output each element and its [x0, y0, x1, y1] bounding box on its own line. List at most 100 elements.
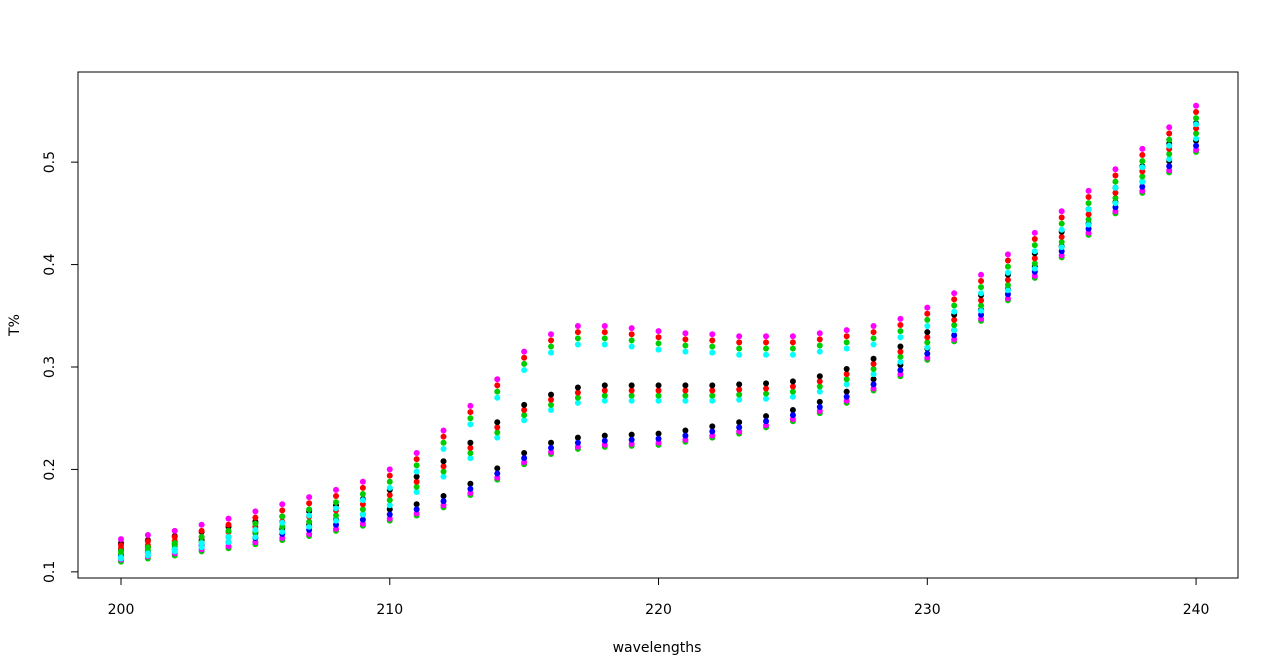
point [709, 382, 716, 389]
point [978, 297, 985, 304]
point [789, 412, 796, 419]
point [870, 376, 877, 383]
point [548, 396, 555, 403]
point [924, 329, 931, 336]
point [548, 349, 555, 356]
point [709, 337, 716, 344]
point [897, 322, 904, 328]
point [655, 430, 662, 437]
point [951, 322, 958, 328]
point [1139, 151, 1146, 158]
point [682, 342, 689, 349]
point [440, 473, 447, 480]
point [494, 434, 501, 441]
point [816, 378, 823, 385]
point [816, 398, 823, 405]
point [359, 491, 366, 498]
point [655, 397, 662, 404]
point [198, 527, 205, 534]
point [843, 333, 850, 340]
point [682, 427, 689, 434]
point [171, 540, 178, 547]
point [1112, 184, 1119, 191]
point [467, 421, 474, 428]
point [736, 419, 743, 426]
point [386, 478, 393, 485]
point [467, 455, 474, 462]
point [386, 466, 393, 473]
point [359, 478, 366, 485]
point [118, 536, 125, 543]
point [1112, 200, 1119, 207]
point [333, 505, 340, 512]
point [1193, 115, 1200, 122]
point [306, 500, 313, 507]
point [763, 413, 770, 420]
point [628, 397, 635, 404]
point [951, 296, 958, 303]
point [763, 351, 770, 358]
point [628, 387, 635, 394]
point [655, 328, 662, 335]
point [574, 439, 581, 446]
x-axis-label: wavelengths [613, 640, 702, 656]
point [440, 433, 447, 440]
point [144, 531, 151, 538]
point [736, 424, 743, 431]
point [548, 391, 555, 398]
point [1085, 187, 1092, 194]
point [440, 445, 447, 452]
point [413, 478, 420, 485]
point [1085, 193, 1092, 200]
point [413, 473, 420, 480]
point [252, 508, 259, 515]
point [870, 335, 877, 342]
point [359, 516, 366, 523]
point [494, 419, 501, 426]
point [951, 316, 958, 323]
point [1166, 163, 1173, 170]
point [601, 323, 608, 330]
point [843, 393, 850, 400]
point [843, 381, 850, 388]
point [171, 534, 178, 541]
point [1193, 121, 1200, 128]
point [574, 399, 581, 406]
point [494, 429, 501, 436]
point [359, 497, 366, 504]
point [494, 382, 501, 389]
point [736, 333, 743, 340]
point [628, 337, 635, 344]
point [521, 367, 528, 374]
point [440, 463, 447, 470]
point [1004, 269, 1011, 276]
point [359, 511, 366, 518]
point [870, 329, 877, 336]
point [252, 520, 259, 527]
point [601, 432, 608, 439]
point [736, 396, 743, 403]
point [440, 439, 447, 446]
point [897, 367, 904, 374]
point [467, 409, 474, 416]
point [574, 329, 581, 336]
point [628, 343, 635, 350]
point [225, 521, 232, 528]
point [467, 415, 474, 422]
point [924, 350, 931, 357]
point [521, 412, 528, 419]
point [225, 515, 232, 522]
point [1193, 108, 1200, 115]
point [1166, 130, 1173, 137]
point [306, 523, 313, 530]
point [709, 331, 716, 338]
point [494, 465, 501, 472]
point [924, 316, 931, 323]
point [386, 484, 393, 491]
point [628, 382, 635, 389]
point [763, 339, 770, 346]
point [736, 339, 743, 346]
point [413, 462, 420, 469]
point [709, 387, 716, 394]
